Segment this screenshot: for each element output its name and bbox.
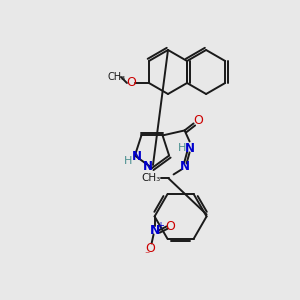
Text: O: O: [194, 114, 203, 127]
Text: +: +: [156, 221, 164, 231]
Text: CH₃: CH₃: [141, 173, 160, 183]
Text: ⁻: ⁻: [144, 250, 149, 260]
Text: O: O: [126, 76, 136, 89]
Text: N: N: [143, 160, 153, 172]
Text: O: O: [146, 242, 155, 255]
Text: N: N: [149, 224, 160, 237]
Text: CH₃: CH₃: [108, 72, 126, 82]
Text: H: H: [177, 143, 186, 153]
Text: H: H: [124, 156, 132, 166]
Text: O: O: [166, 220, 176, 233]
Text: N: N: [132, 150, 142, 163]
Text: N: N: [180, 160, 190, 173]
Text: N: N: [184, 142, 195, 155]
